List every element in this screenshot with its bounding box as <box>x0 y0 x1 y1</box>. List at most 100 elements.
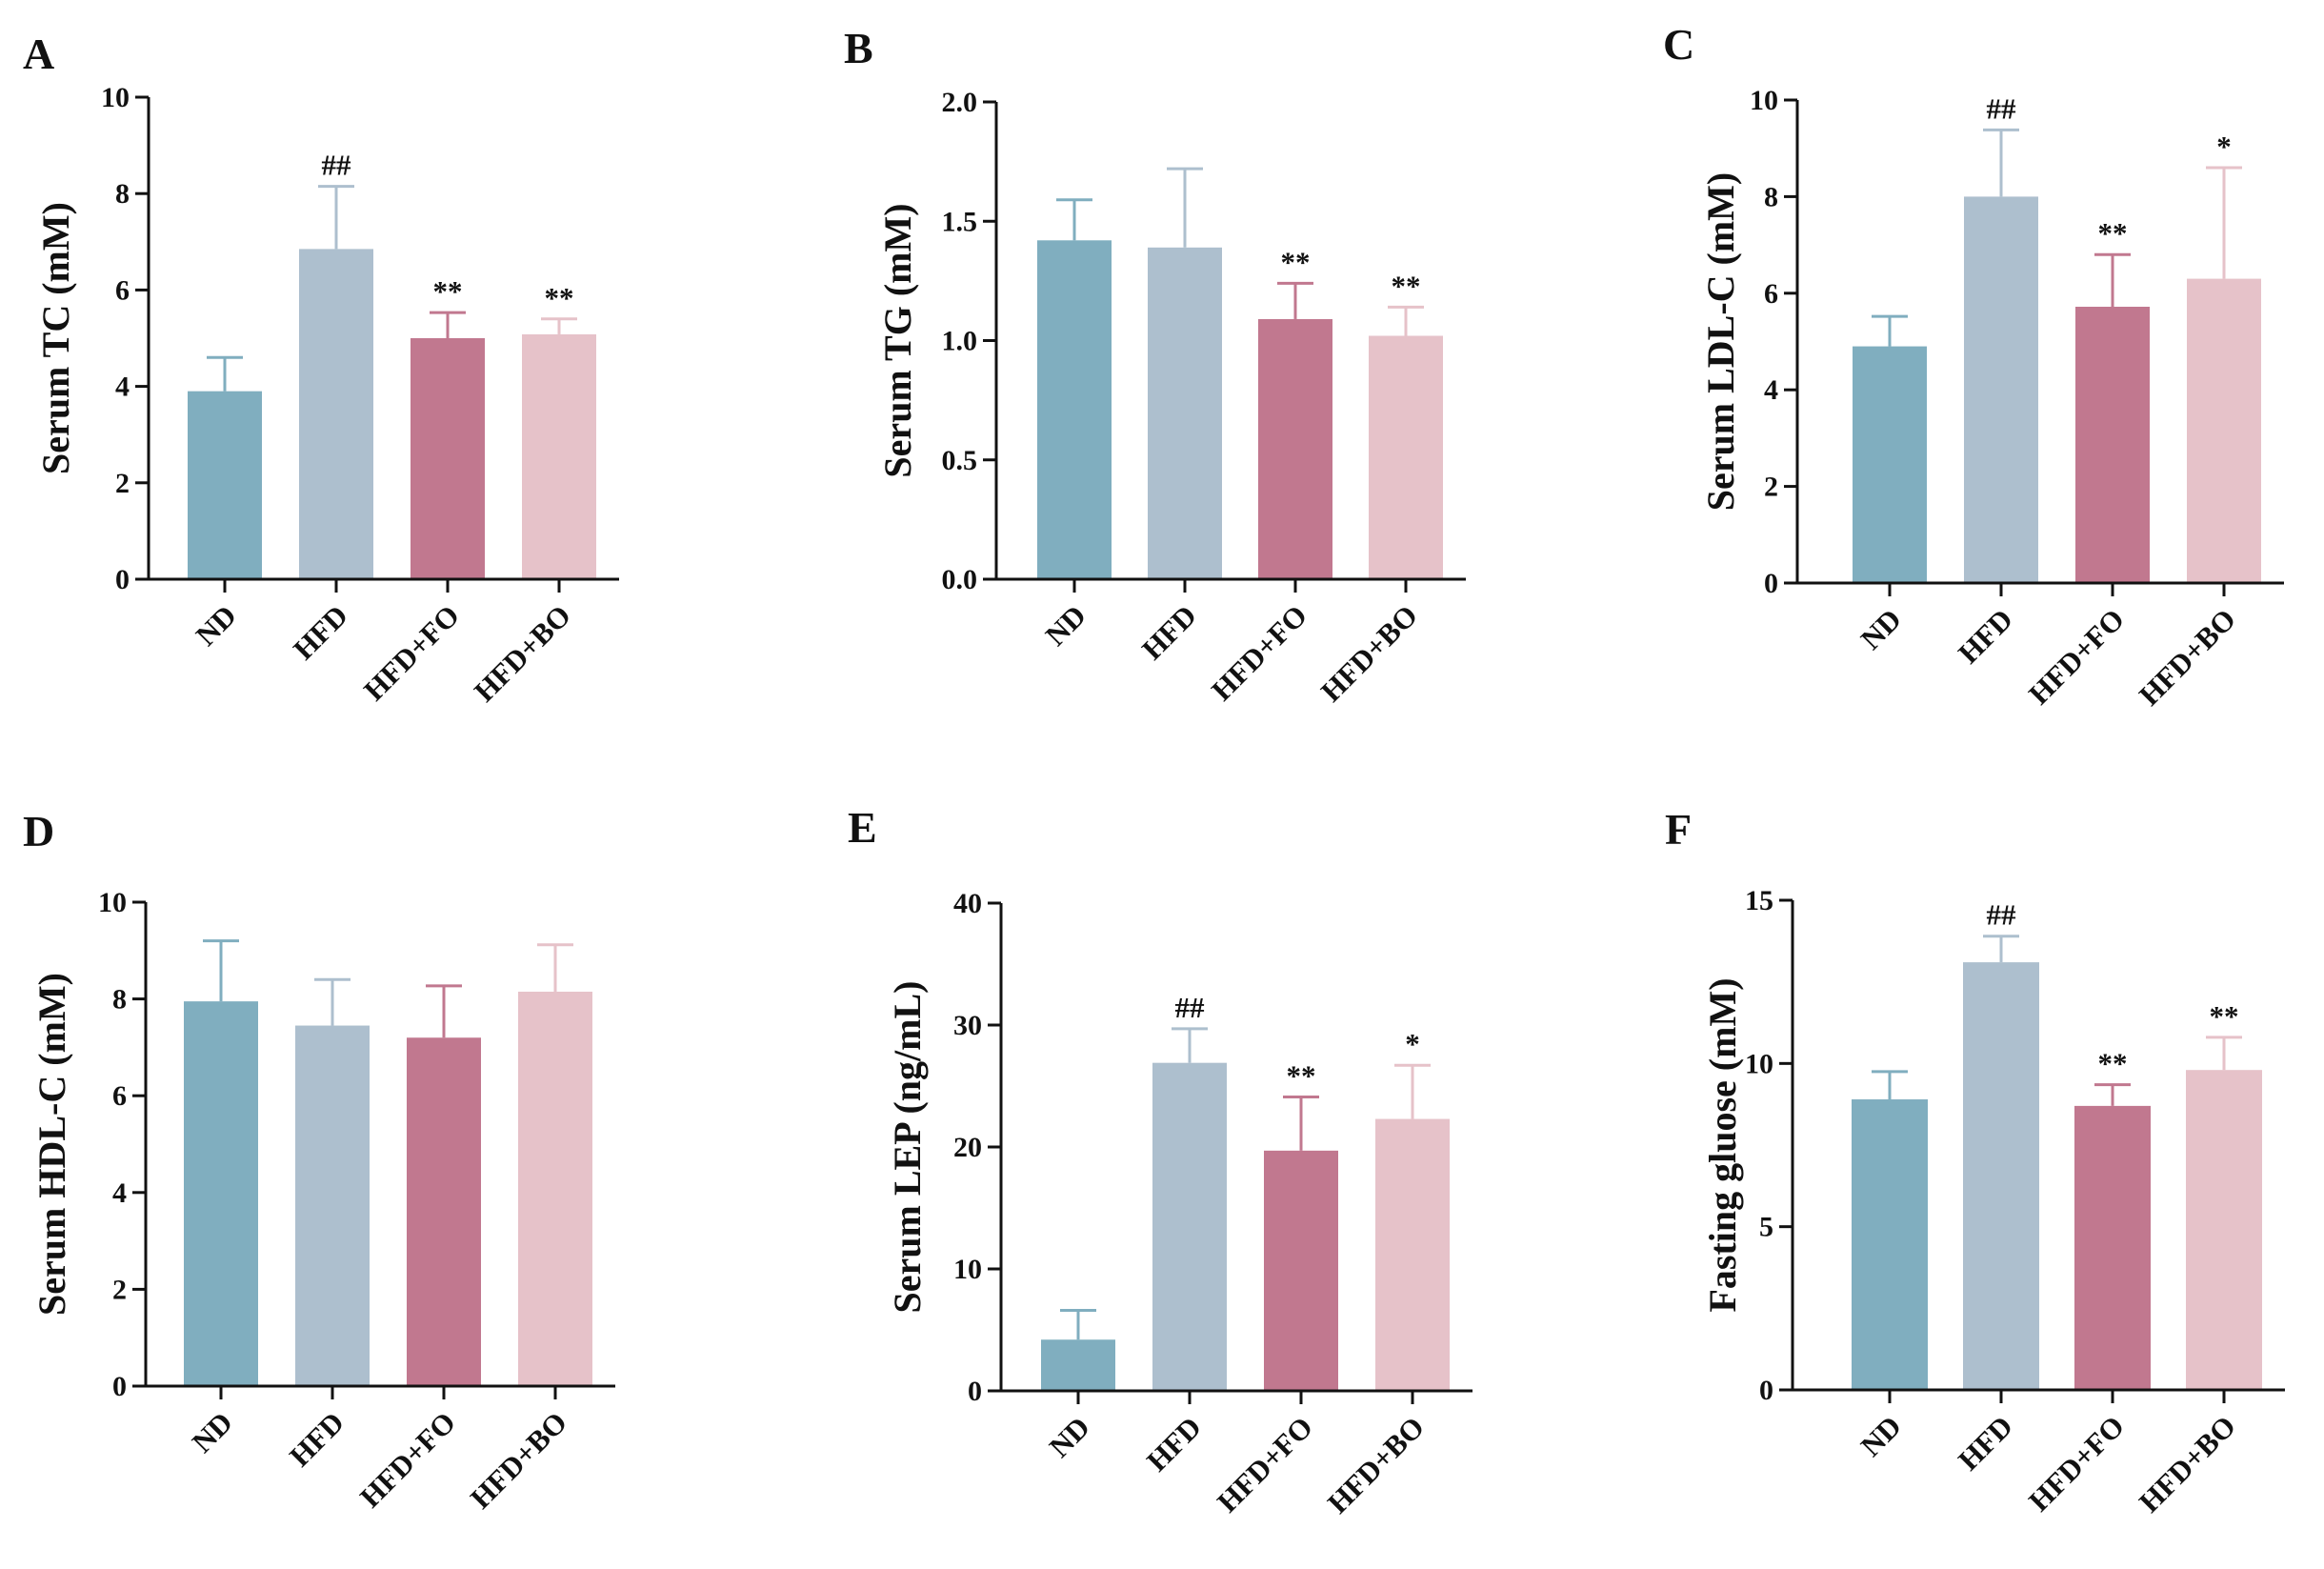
y-tick-label: 0 <box>1759 1375 1773 1406</box>
bar-nd <box>1037 240 1112 580</box>
panel-letter: F <box>1665 805 1692 854</box>
panel-a: A Serum TC (mM) ND ## HFD ** HFD+FO ** HFD+BO 0… <box>23 30 619 708</box>
y-tick-label: 10 <box>101 82 130 113</box>
x-tick-label: HFD+FO <box>2022 602 2131 711</box>
panel-d: D Serum HDL-C (mM) ND HFD HFD+FO HFD+BO 0 2 4 6… <box>23 807 615 1515</box>
y-tick-label: 0 <box>1764 568 1778 599</box>
x-tick-label: HFD+BO <box>2133 1409 2242 1519</box>
y-tick-label: 8 <box>115 178 130 210</box>
x-tick-label: HFD <box>1140 1410 1208 1478</box>
bar-hfd <box>299 249 373 579</box>
y-tick-label: 10 <box>1745 1048 1773 1079</box>
y-tick-label: 10 <box>1750 85 1778 116</box>
y-tick-label: 0 <box>968 1376 982 1407</box>
x-tick-label: HFD+FO <box>357 598 466 707</box>
x-tick-label: ND <box>1854 1409 1908 1462</box>
bar-hfd-bo <box>2186 1070 2262 1390</box>
x-tick-label: HFD+BO <box>468 598 577 708</box>
y-axis-label: Serum TG (mM) <box>876 203 919 477</box>
x-tick-label: HFD <box>283 1405 351 1473</box>
x-tick-label: ND <box>1854 602 1908 655</box>
bar-hfd <box>1963 962 2039 1390</box>
y-axis-label: Serum LEP (ng/mL) <box>886 981 929 1314</box>
x-tick-label: HFD <box>1952 1409 2019 1477</box>
y-tick-label: 2 <box>112 1274 127 1305</box>
y-tick-label: 0 <box>115 564 130 595</box>
panel-b: B Serum TG (mM) ND HFD ** HFD+FO ** HFD+BO 0.0… <box>844 24 1466 708</box>
y-tick-label: 30 <box>953 1010 982 1041</box>
significance-label: ## <box>1987 898 2017 932</box>
x-tick-label: ND <box>186 1405 239 1458</box>
x-tick-label: HFD+FO <box>1205 598 1313 707</box>
x-tick-label: HFD+BO <box>2133 602 2242 712</box>
y-tick-label: 0 <box>112 1371 127 1402</box>
x-tick-label: HFD+FO <box>2022 1409 2131 1518</box>
y-tick-label: 2 <box>1764 472 1778 503</box>
panel-c: C Serum LDL-C (mM) ND ## HFD ** HFD+FO * HFD+B… <box>1663 20 2284 712</box>
significance-label: * <box>2216 130 2232 163</box>
y-tick-label: 8 <box>112 984 127 1016</box>
bar-hfd <box>295 1025 370 1386</box>
bar-hfd-fo <box>1258 318 1332 579</box>
bar-hfd-bo <box>522 333 596 579</box>
bar-nd <box>188 391 262 579</box>
panel-letter: B <box>844 24 873 72</box>
y-tick-label: 0.0 <box>942 564 978 595</box>
bar-nd <box>184 1001 258 1386</box>
y-tick-label: 4 <box>115 372 130 403</box>
x-tick-label: HFD <box>1135 598 1203 666</box>
bar-hfd-bo <box>518 991 592 1386</box>
y-tick-label: 2.0 <box>942 87 978 118</box>
x-tick-label: HFD <box>1952 602 2019 670</box>
y-axis-label: Serum LDL-C (mM) <box>1699 172 1742 512</box>
bar-nd <box>1852 1099 1928 1390</box>
bar-nd <box>1853 346 1927 583</box>
bar-hfd-bo <box>2187 278 2261 583</box>
x-tick-label: HFD+BO <box>464 1405 573 1515</box>
significance-label: ** <box>2098 216 2128 250</box>
x-tick-label: HFD+BO <box>1321 1410 1431 1519</box>
significance-label: * <box>1405 1027 1420 1060</box>
bar-hfd-fo <box>2074 1105 2151 1390</box>
y-tick-label: 4 <box>112 1177 127 1209</box>
y-tick-label: 1.0 <box>942 326 978 357</box>
y-tick-label: 10 <box>953 1254 982 1285</box>
y-axis-label: Serum HDL-C (mM) <box>30 973 73 1316</box>
x-tick-label: ND <box>190 598 243 652</box>
y-tick-label: 6 <box>112 1080 127 1112</box>
y-tick-label: 15 <box>1745 885 1773 916</box>
bar-hfd-fo <box>2075 306 2150 583</box>
x-tick-label: HFD <box>287 598 354 666</box>
significance-label: ** <box>2098 1047 2128 1080</box>
y-tick-label: 10 <box>98 887 127 918</box>
bar-hfd-bo <box>1375 1118 1450 1391</box>
x-tick-label: ND <box>1039 598 1092 652</box>
x-tick-label: HFD+FO <box>353 1405 462 1514</box>
significance-label: ** <box>2210 999 2239 1033</box>
y-axis-label: Fasting gluose (mM) <box>1701 977 1744 1312</box>
y-axis-label: Serum TC (mM) <box>34 202 77 474</box>
x-tick-label: ND <box>1043 1410 1096 1463</box>
significance-label: ** <box>1281 245 1311 278</box>
panel-letter: A <box>23 30 54 78</box>
x-tick-label: HFD+FO <box>1211 1410 1319 1519</box>
bar-hfd <box>1148 247 1222 579</box>
significance-label: ** <box>545 281 574 314</box>
significance-label: ** <box>433 274 463 308</box>
y-tick-label: 0.5 <box>942 445 978 476</box>
bar-nd <box>1041 1339 1115 1391</box>
y-tick-label: 4 <box>1764 374 1778 406</box>
y-tick-label: 1.5 <box>942 206 978 237</box>
y-tick-label: 20 <box>953 1132 982 1163</box>
panel-letter: D <box>23 807 54 855</box>
significance-label: ## <box>322 149 352 182</box>
x-tick-label: HFD+BO <box>1314 598 1424 708</box>
bar-hfd-fo <box>1264 1150 1338 1391</box>
y-tick-label: 40 <box>953 888 982 919</box>
y-tick-label: 6 <box>115 274 130 306</box>
y-tick-label: 2 <box>115 468 130 499</box>
panel-f: F Fasting gluose (mM) ND ## HFD ** HFD+FO ** H… <box>1665 805 2285 1519</box>
bar-hfd-fo <box>407 1037 481 1386</box>
y-tick-label: 5 <box>1759 1212 1773 1243</box>
